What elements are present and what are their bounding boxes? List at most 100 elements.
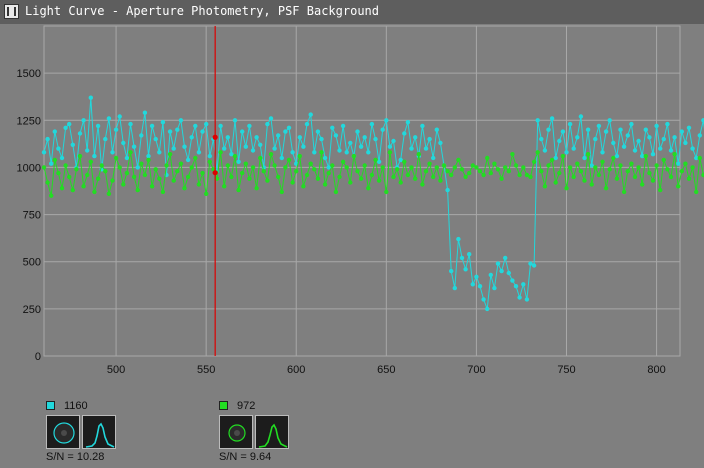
x-tick-label: 500 bbox=[107, 364, 125, 376]
data-point bbox=[449, 172, 454, 178]
data-point bbox=[690, 165, 695, 170]
data-point bbox=[85, 148, 90, 153]
data-point bbox=[261, 169, 266, 174]
data-point bbox=[214, 176, 220, 181]
data-point bbox=[222, 146, 227, 151]
data-point bbox=[247, 123, 252, 129]
data-point bbox=[272, 163, 277, 168]
data-point bbox=[452, 165, 457, 170]
data-point bbox=[679, 129, 684, 134]
data-point bbox=[413, 176, 418, 181]
data-point bbox=[326, 170, 331, 176]
data-point bbox=[189, 135, 194, 140]
data-point bbox=[661, 136, 666, 142]
star-1-image-thumbnail[interactable] bbox=[46, 415, 80, 449]
data-point bbox=[276, 174, 281, 180]
data-point bbox=[81, 184, 86, 189]
star-2-swatch bbox=[219, 401, 228, 410]
data-point bbox=[398, 157, 403, 163]
data-point bbox=[366, 186, 371, 191]
data-point bbox=[92, 189, 97, 195]
light-curve-chart[interactable]: 500 550 600 650 700 750 800 0 250 500 750 1000 1250 1… bbox=[0, 0, 704, 398]
data-point bbox=[625, 133, 630, 138]
data-point bbox=[99, 163, 104, 168]
data-point bbox=[279, 155, 284, 161]
data-point bbox=[535, 118, 540, 123]
data-point bbox=[560, 153, 566, 159]
star-2-psf-thumbnail[interactable] bbox=[255, 415, 289, 449]
data-point bbox=[499, 176, 504, 181]
window-title: Light Curve - Aperture Photometry, PSF B… bbox=[25, 4, 380, 18]
data-point bbox=[95, 123, 101, 129]
data-point bbox=[456, 236, 461, 242]
data-point bbox=[481, 172, 486, 178]
data-point bbox=[286, 125, 292, 130]
data-point bbox=[315, 129, 321, 134]
data-point bbox=[636, 138, 641, 144]
data-point bbox=[258, 142, 263, 147]
data-point bbox=[276, 133, 281, 138]
data-point bbox=[683, 140, 688, 146]
data-point bbox=[697, 155, 702, 161]
data-point bbox=[578, 169, 584, 174]
star-1-psf-thumbnail[interactable] bbox=[82, 415, 116, 449]
data-point bbox=[445, 169, 450, 174]
data-point bbox=[254, 135, 259, 140]
data-point bbox=[322, 182, 328, 187]
data-point bbox=[337, 174, 342, 180]
data-point bbox=[614, 176, 620, 181]
data-point bbox=[286, 157, 292, 163]
data-point bbox=[330, 125, 335, 130]
data-point bbox=[52, 157, 57, 163]
data-point bbox=[384, 189, 389, 195]
data-point bbox=[124, 170, 130, 176]
data-point bbox=[640, 153, 645, 159]
data-point bbox=[459, 255, 465, 261]
data-point bbox=[694, 189, 699, 195]
data-point bbox=[582, 155, 587, 161]
data-point bbox=[225, 135, 230, 140]
data-point bbox=[492, 161, 497, 166]
data-point bbox=[676, 161, 681, 166]
data-point bbox=[701, 118, 704, 123]
data-point bbox=[103, 169, 108, 174]
data-point bbox=[661, 157, 666, 163]
data-point bbox=[362, 163, 367, 168]
data-point bbox=[290, 150, 295, 155]
data-point bbox=[376, 178, 382, 183]
data-point bbox=[193, 123, 198, 129]
data-point bbox=[531, 263, 537, 268]
star-2-snr: S/N = 9.64 bbox=[219, 451, 272, 463]
chart-cursor[interactable] bbox=[212, 26, 218, 356]
data-point bbox=[575, 161, 580, 166]
data-point bbox=[668, 148, 674, 153]
data-point bbox=[420, 123, 425, 129]
data-point bbox=[394, 167, 400, 172]
data-point bbox=[463, 267, 468, 272]
data-point bbox=[380, 127, 385, 132]
data-point bbox=[315, 176, 321, 181]
data-point bbox=[434, 127, 439, 132]
app-icon[interactable] bbox=[4, 4, 19, 19]
data-point bbox=[373, 157, 378, 163]
data-point bbox=[485, 155, 490, 161]
data-point bbox=[477, 284, 483, 289]
data-point bbox=[701, 172, 704, 178]
data-point bbox=[459, 167, 465, 172]
data-point bbox=[499, 268, 504, 274]
data-point bbox=[376, 159, 382, 164]
data-point bbox=[358, 176, 364, 181]
data-point bbox=[369, 172, 375, 178]
data-point bbox=[571, 146, 576, 151]
data-point bbox=[517, 172, 522, 178]
data-point bbox=[322, 155, 328, 161]
data-point bbox=[348, 180, 353, 185]
data-point bbox=[236, 159, 241, 164]
data-point bbox=[279, 189, 284, 195]
data-point bbox=[647, 135, 652, 140]
data-point bbox=[463, 174, 468, 180]
data-point bbox=[474, 165, 479, 170]
data-point bbox=[160, 189, 166, 195]
star-2-image-thumbnail[interactable] bbox=[219, 415, 253, 449]
data-point bbox=[319, 136, 324, 142]
